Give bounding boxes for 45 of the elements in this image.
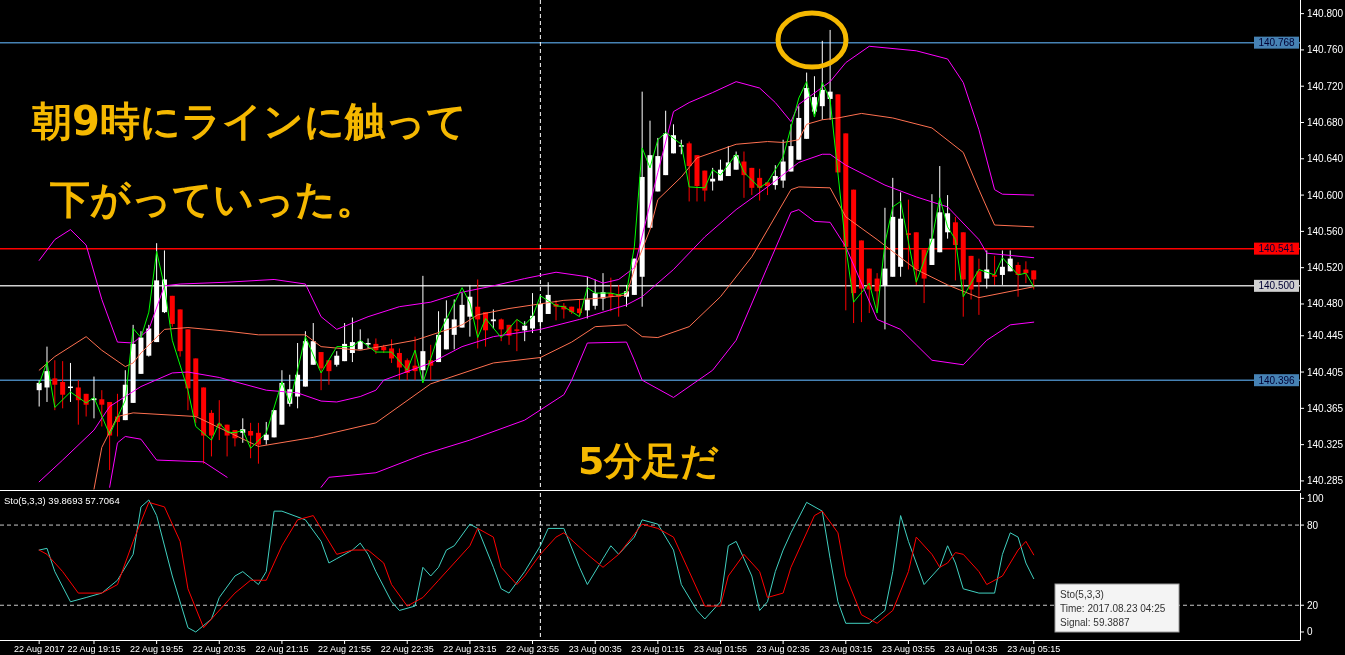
y-tick-label: 140.365	[1307, 402, 1344, 414]
x-tick-label: 23 Aug 04:35	[944, 644, 998, 654]
x-tick-label: 22 Aug 19:15	[67, 644, 121, 654]
tooltip: Sto(5,3,3) Time: 2017.08.23 04:25 Signal: 59.3887	[1054, 583, 1180, 633]
x-tick-label: 23 Aug 03:55	[881, 644, 935, 654]
y-tick-label: 140.560	[1307, 225, 1344, 237]
x-tick-label: 22 Aug 23:55	[506, 644, 560, 654]
x-tick-label: 22 Aug 21:15	[255, 644, 309, 654]
ref-line-label: 140.541	[1258, 243, 1296, 255]
y-tick-label: 140.480	[1307, 298, 1344, 310]
y-tick-label: 140.445	[1307, 330, 1344, 342]
y-tick-label: 140.720	[1307, 80, 1344, 92]
y-tick-label: 140.285	[1307, 475, 1344, 487]
x-tick-label: 22 Aug 20:35	[192, 644, 246, 654]
ref-line-label: 140.768	[1258, 37, 1296, 49]
chart-title: Sto(5,3,3) 39.8693 57.7064	[4, 495, 120, 506]
annotation: Sto(5,3,3) Time: 2017.08.23 04:25 Signal: 59.3887	[1060, 589, 1166, 628]
ref-line-label: 140.396	[1258, 374, 1296, 386]
y-tick-label: 140.520	[1307, 262, 1344, 274]
x-tick-label: 23 Aug 05:15	[1007, 644, 1061, 654]
x-tick-label: 23 Aug 01:55	[693, 644, 748, 654]
annotation: 朝9時にラインに触って	[31, 98, 467, 144]
x-tick-label: 22 Aug 23:15	[443, 644, 497, 654]
y-tick-label: 100	[1307, 492, 1325, 504]
y-tick-label: 0	[1307, 626, 1313, 638]
y-tick-label: 140.680	[1307, 117, 1344, 128]
x-tick-label: 22 Aug 22:35	[380, 644, 434, 654]
annotation: 下がっていった。	[50, 176, 376, 222]
y-tick-label: 140.760	[1307, 44, 1344, 56]
y-tick-label: 140.405	[1307, 366, 1344, 378]
y-tick-label: 80	[1307, 519, 1319, 531]
x-tick-label: 23 Aug 03:15	[819, 644, 873, 654]
annotation: 5分足だ	[578, 439, 720, 483]
x-tick-label: 22 Aug 21:55	[318, 644, 372, 654]
x-tick-label: 22 Aug 2017	[13, 644, 65, 654]
y-tick-label: 140.800	[1307, 8, 1344, 20]
y-tick-label: 140.600	[1307, 189, 1344, 201]
x-tick-label: 23 Aug 00:35	[568, 644, 622, 654]
x-tick-label: 23 Aug 02:35	[756, 644, 810, 654]
ref-line-label: 140.500	[1258, 280, 1296, 292]
y-tick-label: 140.325	[1307, 439, 1344, 451]
x-tick-label: 22 Aug 19:55	[130, 644, 184, 654]
y-tick-label: 20	[1307, 599, 1319, 611]
y-tick-label: 140.640	[1307, 153, 1344, 165]
x-tick-label: 23 Aug 01:15	[631, 644, 685, 654]
